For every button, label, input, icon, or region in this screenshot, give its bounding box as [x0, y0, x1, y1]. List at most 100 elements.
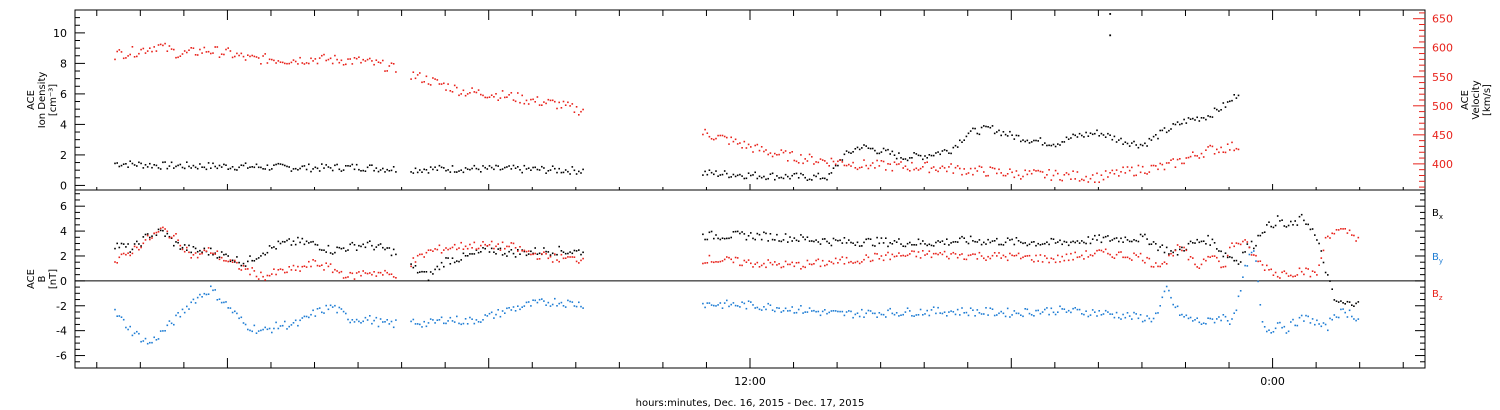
density-series-point	[876, 152, 878, 155]
by-series-point	[1044, 308, 1046, 311]
by-series-point	[225, 301, 227, 303]
bx-series-point	[1083, 241, 1085, 244]
bz-series-point	[116, 262, 118, 264]
velocity-series-point	[991, 167, 994, 169]
bx-series-point	[1309, 228, 1312, 231]
by-series-point	[1259, 304, 1262, 306]
bz-series-point	[821, 259, 824, 262]
bz-series-point	[1074, 251, 1076, 254]
by-series-point	[830, 310, 833, 312]
by-series-point	[347, 318, 349, 321]
density-series-point	[543, 167, 545, 169]
bz-series-point	[366, 272, 369, 275]
bz-series-point	[438, 244, 441, 247]
bz-series-point	[935, 252, 937, 255]
velocity-series-point	[758, 149, 761, 152]
velocity-series-point	[157, 44, 160, 46]
density-series-point	[220, 166, 223, 168]
by-series-point	[1183, 316, 1185, 318]
velocity-series-point	[255, 56, 258, 58]
bz-series-point	[1329, 237, 1331, 239]
by-series-point	[325, 304, 327, 307]
bx-series-point	[321, 249, 323, 251]
density-series-point	[582, 168, 584, 171]
density-series-point	[1109, 134, 1111, 136]
bx-series-point	[1155, 243, 1157, 245]
bz-series-point	[747, 259, 750, 261]
by-series-point	[719, 302, 722, 304]
velocity-series-point	[1089, 177, 1092, 180]
density-series-point	[1181, 122, 1183, 125]
bx-series-point	[262, 252, 264, 255]
velocity-series-point	[342, 64, 345, 66]
velocity-series-point	[789, 152, 791, 154]
velocity-series-point	[323, 53, 325, 56]
bx-series-point	[199, 249, 201, 252]
bz-series-point	[804, 266, 806, 269]
bx-series-point	[436, 265, 439, 268]
bz-series-point	[1205, 259, 1207, 262]
velocity-series-point	[501, 90, 504, 92]
by-series-point	[991, 308, 994, 310]
velocity-series-point	[201, 52, 203, 54]
velocity-series-point	[523, 102, 526, 105]
bz-series-point	[475, 248, 478, 250]
bx-series-point	[830, 244, 833, 247]
by-series-point	[1207, 317, 1209, 319]
density-series-point	[843, 153, 846, 156]
density-series-point	[1161, 129, 1164, 132]
velocity-series-point	[885, 169, 887, 171]
bz-series-point	[460, 241, 462, 244]
bx-series-point	[1152, 241, 1155, 243]
velocity-series-point	[969, 167, 972, 170]
velocity-series-point	[980, 166, 983, 168]
by-series-point	[355, 318, 358, 321]
density-series-point	[382, 167, 384, 170]
density-series-point	[795, 172, 798, 175]
bx-series-point	[904, 245, 907, 248]
bx-series-point	[1294, 220, 1296, 222]
velocity-series-point	[1076, 171, 1079, 173]
velocity-series-point	[527, 103, 530, 105]
bx-series-point	[1028, 243, 1031, 246]
by-series-point	[935, 312, 937, 315]
velocity-series-point	[1111, 169, 1114, 172]
bz-series-point	[482, 241, 484, 243]
bx-series-point	[1039, 244, 1042, 246]
bz-series-point	[1257, 260, 1259, 263]
velocity-series-point	[512, 99, 515, 101]
bz-series-point	[1250, 254, 1253, 256]
velocity-series-point	[1185, 157, 1188, 159]
bx-series-point	[1229, 256, 1231, 258]
by-series-point	[1179, 314, 1181, 316]
bz-series-point	[813, 263, 815, 265]
density-series-point	[941, 150, 944, 152]
by-series-point	[850, 310, 852, 313]
density-series-point	[299, 167, 301, 170]
bx-series-point	[1346, 300, 1349, 303]
density-series-point	[1000, 134, 1002, 137]
bz-series-point	[1281, 271, 1283, 274]
density-series-point	[926, 157, 928, 159]
by-series-point	[752, 304, 754, 306]
by-series-point	[1220, 319, 1222, 322]
density-series-point	[301, 165, 304, 168]
bx-series-point	[375, 246, 378, 248]
bz-series-point	[279, 268, 282, 270]
bx-series-point	[144, 233, 147, 236]
by-series-point	[508, 307, 510, 309]
density-series-point	[338, 168, 341, 171]
by-series-point	[1122, 313, 1124, 316]
by-series-point	[122, 318, 125, 321]
bz-series-point	[1353, 234, 1355, 237]
bz-series-point	[983, 257, 985, 260]
bx-series-point	[131, 248, 134, 251]
velocity-series-point	[414, 77, 417, 80]
bx-series-point	[462, 252, 465, 255]
bx-series-point	[1192, 242, 1194, 244]
by-series-point	[475, 319, 478, 321]
bz-series-point	[1298, 267, 1301, 270]
by-series-point	[760, 309, 763, 311]
bx-series-point	[220, 251, 223, 253]
by-series-point	[1124, 316, 1127, 319]
